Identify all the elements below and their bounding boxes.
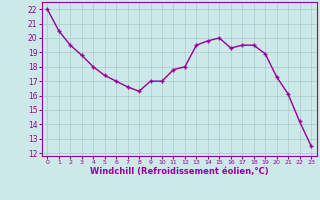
- X-axis label: Windchill (Refroidissement éolien,°C): Windchill (Refroidissement éolien,°C): [90, 167, 268, 176]
